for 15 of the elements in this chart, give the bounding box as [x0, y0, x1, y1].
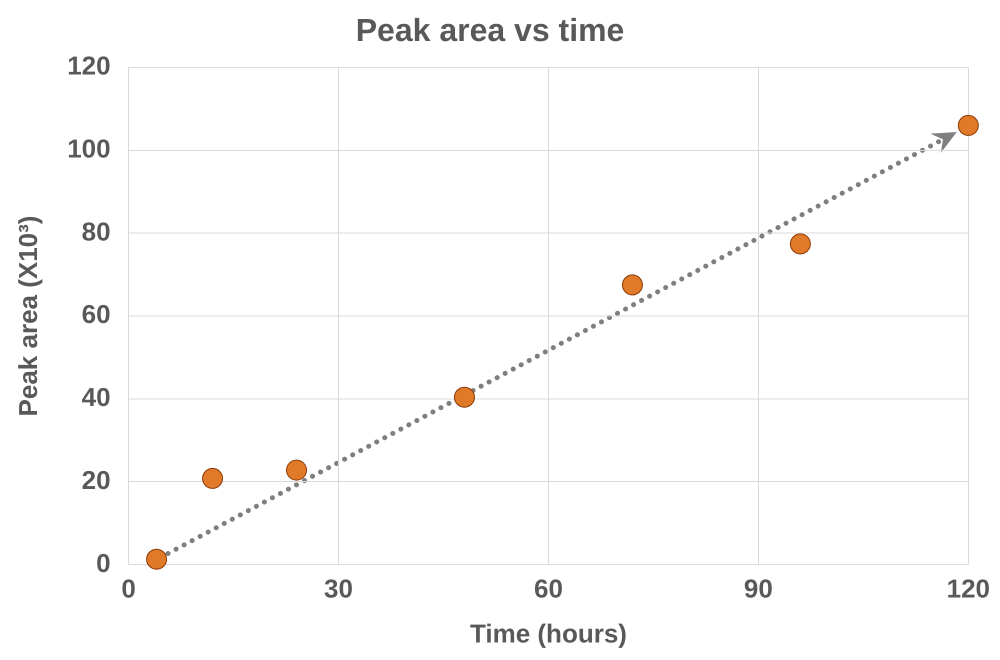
x-tick-label: 60 [534, 573, 563, 604]
x-tick-label: 0 [121, 573, 136, 604]
y-tick-label: 60 [82, 299, 111, 330]
x-axis-title: Time (hours) [470, 618, 627, 649]
y-tick-label: 100 [67, 133, 111, 164]
y-tick-label: 20 [82, 464, 111, 495]
chart-title: Peak area vs time [356, 12, 624, 48]
y-tick-label: 40 [82, 382, 111, 412]
y-axis-title: Peak area (X10³) [12, 216, 43, 416]
x-tick-label: 30 [324, 573, 353, 604]
y-tick-label: 120 [67, 50, 111, 81]
y-tick-label: 0 [96, 548, 111, 578]
y-tick-label: 80 [82, 216, 111, 246]
x-tick-label: 120 [946, 573, 990, 604]
x-tick-label: 90 [744, 573, 773, 604]
